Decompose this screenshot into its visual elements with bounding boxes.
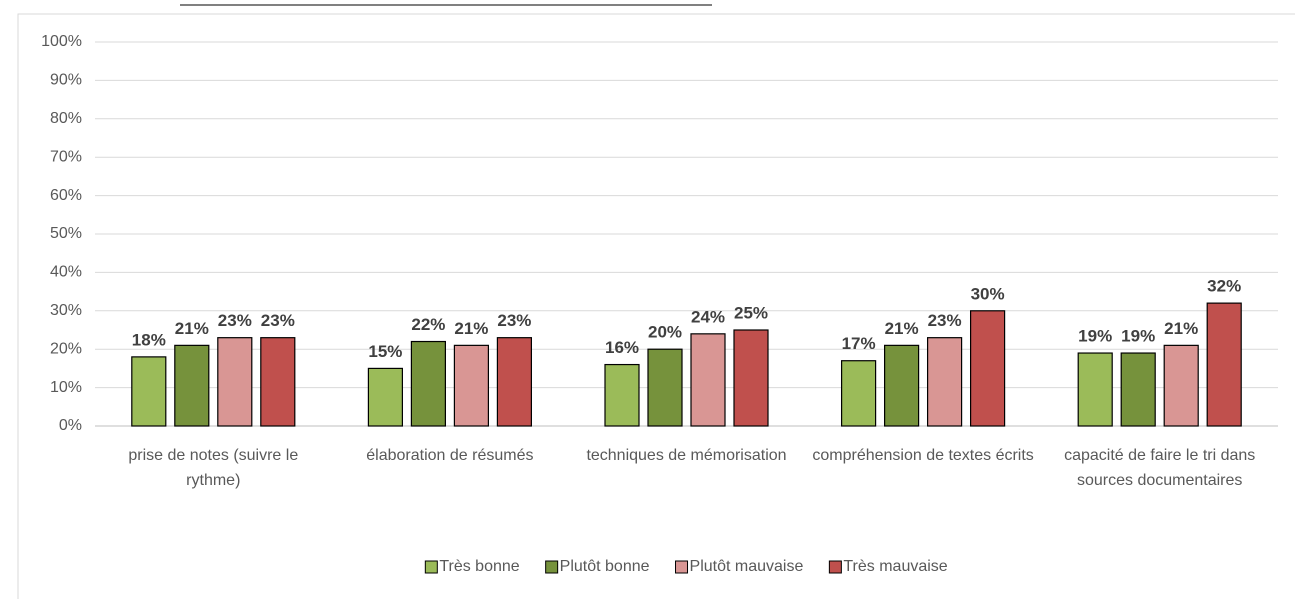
x-tick-label: prise de notes (suivre le rythme) <box>128 447 298 489</box>
y-tick-label: 100% <box>41 33 82 50</box>
data-label: 24% <box>691 307 725 326</box>
data-label: 25% <box>734 303 768 322</box>
bar <box>926 337 963 427</box>
bar <box>1077 352 1113 427</box>
data-label: 23% <box>497 311 531 330</box>
data-label: 17% <box>842 334 876 353</box>
bar <box>453 344 489 427</box>
x-tick-line: capacité de faire le tri dans <box>1064 447 1255 464</box>
legend: Très bonne Plutôt bonne Plutôt mauvaise Trè… <box>424 558 948 575</box>
data-label: 19% <box>1078 327 1112 346</box>
y-tick-label: 80% <box>50 110 82 127</box>
legend-label: Plutôt mauvaise <box>690 558 804 575</box>
data-label: 16% <box>605 338 639 357</box>
bar <box>690 333 726 427</box>
y-tick-label: 70% <box>50 148 82 165</box>
data-label: 22% <box>411 315 445 334</box>
bar <box>174 344 210 427</box>
x-tick-line: techniques de mémorisation <box>586 447 786 464</box>
data-label: 21% <box>454 319 488 338</box>
bar <box>969 310 1006 427</box>
y-tick-label: 20% <box>50 340 82 357</box>
bar <box>131 356 167 427</box>
data-label: 30% <box>971 284 1005 303</box>
legend-swatch <box>675 560 689 574</box>
bar <box>1206 302 1242 427</box>
legend-label: Très mauvaise <box>843 558 947 575</box>
legend-label: Très bonne <box>439 558 519 575</box>
y-tick-label: 60% <box>50 187 82 204</box>
data-label: 32% <box>1207 277 1241 296</box>
bar <box>604 363 640 427</box>
bar <box>733 329 769 427</box>
data-label: 21% <box>1164 319 1198 338</box>
y-tick-label: 10% <box>50 379 82 396</box>
x-tick-label: élaboration de résumés <box>366 447 533 464</box>
x-tick-line: élaboration de résumés <box>366 447 533 464</box>
x-tick-line: sources documentaires <box>1077 472 1242 489</box>
bar <box>217 337 253 427</box>
legend-swatch <box>828 560 842 574</box>
bar <box>647 348 683 427</box>
bar <box>883 344 920 427</box>
data-label: 23% <box>261 311 295 330</box>
x-tick-line: compréhension de textes écrits <box>812 447 1033 464</box>
bar <box>260 337 296 427</box>
data-label: 23% <box>928 311 962 330</box>
legend-swatch <box>545 560 559 574</box>
x-tick-label: compréhension de textes écrits <box>812 447 1033 464</box>
bar <box>1120 352 1156 427</box>
x-tick-line: rythme) <box>186 472 240 489</box>
data-label: 18% <box>132 330 166 349</box>
data-label: 21% <box>175 319 209 338</box>
bar <box>840 360 877 427</box>
x-tick-line: prise de notes (suivre le <box>128 447 298 464</box>
data-label: 21% <box>885 319 919 338</box>
y-tick-label: 90% <box>50 72 82 89</box>
bar <box>496 337 532 427</box>
legend-swatch <box>424 560 438 574</box>
y-tick-label: 30% <box>50 302 82 319</box>
y-tick-label: 0% <box>59 417 82 434</box>
bar <box>367 367 403 427</box>
x-tick-label: techniques de mémorisation <box>586 447 786 464</box>
data-label: 23% <box>218 311 252 330</box>
x-tick-label: capacité de faire le tri dans sources doc… <box>1064 447 1255 489</box>
y-tick-label: 50% <box>50 225 82 242</box>
data-label: 15% <box>368 342 402 361</box>
bar <box>410 340 446 427</box>
y-tick-label: 40% <box>50 264 82 281</box>
bar <box>1163 344 1199 427</box>
data-label: 20% <box>648 323 682 342</box>
chart-frame <box>17 13 1295 599</box>
data-label: 19% <box>1121 327 1155 346</box>
legend-label: Plutôt bonne <box>560 558 650 575</box>
